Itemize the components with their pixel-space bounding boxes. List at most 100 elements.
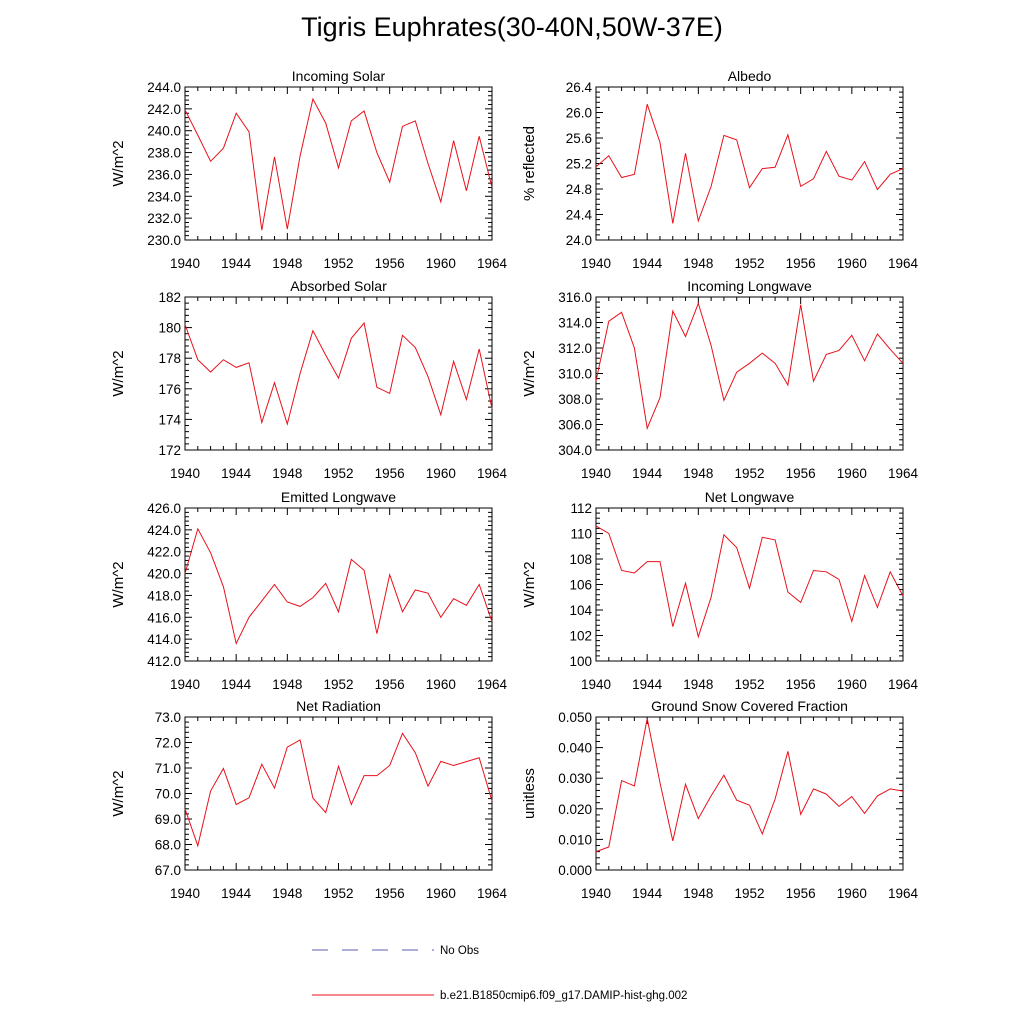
panel-title: Ground Snow Covered Fraction [651, 698, 848, 714]
x-tick-label: 1944 [221, 677, 252, 692]
y-tick-label: 306.0 [558, 418, 592, 433]
plot-frame [184, 296, 493, 451]
y-tick-label: 316.0 [558, 290, 592, 305]
x-tick-label: 1944 [632, 256, 663, 271]
x-tick-label: 1940 [170, 256, 200, 271]
x-tick-label: 1956 [786, 466, 816, 481]
x-tick-label: 1964 [477, 886, 508, 901]
y-tick-label: 71.0 [155, 761, 181, 776]
y-axis-label: W/m^2 [521, 561, 538, 607]
series-line-model [595, 525, 904, 639]
y-tick-label: 72.0 [155, 736, 181, 751]
panel-title: Incoming Longwave [687, 278, 812, 294]
x-tick-label: 1952 [734, 886, 764, 901]
x-tick-label: 1944 [221, 256, 252, 271]
x-tick-label: 1964 [888, 886, 919, 901]
y-tick-label: 426.0 [147, 501, 181, 516]
series-line-model [595, 104, 904, 224]
y-tick-label: 234.0 [147, 189, 181, 204]
chart-panel-6: Net Longwave W/m^2 1940 1944 1948 1952 1956 196… [521, 489, 919, 692]
y-tick-label: 178 [158, 351, 181, 366]
panel-title: Emitted Longwave [281, 489, 396, 505]
x-tick-label: 1960 [426, 886, 456, 901]
x-tick-label: 1960 [837, 886, 867, 901]
chart-panel-7: Net Radiation W/m^2 1940 1944 1948 1952 1956 19… [110, 698, 508, 901]
y-tick-label: 308.0 [558, 392, 592, 407]
x-tick-label: 1944 [632, 466, 663, 481]
x-tick-label: 1940 [170, 886, 200, 901]
x-tick-label: 1940 [170, 466, 200, 481]
y-tick-label: 412.0 [147, 654, 181, 669]
y-tick-label: 104 [569, 603, 592, 618]
y-tick-label: 70.0 [155, 787, 181, 802]
y-tick-label: 0.000 [558, 863, 592, 878]
y-tick-label: 310.0 [558, 367, 592, 382]
plot-frame [595, 507, 904, 662]
x-tick-label: 1964 [888, 256, 919, 271]
x-tick-label: 1948 [683, 466, 713, 481]
y-tick-label: 230.0 [147, 233, 181, 248]
x-tick-label: 1960 [426, 677, 456, 692]
x-tick-label: 1964 [477, 466, 508, 481]
x-tick-label: 1952 [323, 886, 353, 901]
y-tick-label: 244.0 [147, 80, 181, 95]
x-tick-label: 1956 [375, 466, 405, 481]
x-tick-label: 1940 [581, 677, 611, 692]
x-tick-label: 1952 [734, 677, 764, 692]
y-axis-label: W/m^2 [110, 770, 127, 816]
x-tick-label: 1956 [786, 886, 816, 901]
y-axis-label: W/m^2 [521, 350, 538, 396]
y-tick-label: 0.040 [558, 741, 592, 756]
main-title: Tigris Euphrates(30-40N,50W-37E) [301, 12, 723, 42]
x-tick-label: 1940 [581, 256, 611, 271]
chart-panel-2: Albedo % reflected 1940 1944 1948 1952 1956 196… [521, 68, 919, 271]
y-tick-label: 236.0 [147, 167, 181, 182]
x-tick-label: 1956 [375, 886, 405, 901]
y-tick-label: 422.0 [147, 545, 181, 560]
x-tick-label: 1956 [375, 256, 405, 271]
x-tick-label: 1948 [683, 886, 713, 901]
x-tick-label: 1948 [683, 677, 713, 692]
series-line-model [184, 527, 493, 645]
y-tick-label: 304.0 [558, 443, 592, 458]
y-tick-label: 102 [569, 629, 592, 644]
y-tick-label: 73.0 [155, 710, 181, 725]
y-tick-label: 312.0 [558, 341, 592, 356]
x-tick-label: 1964 [477, 256, 508, 271]
y-axis-label: W/m^2 [110, 561, 127, 607]
x-tick-label: 1964 [477, 677, 508, 692]
y-tick-label: 420.0 [147, 567, 181, 582]
y-tick-label: 0.050 [558, 710, 592, 725]
panel-title: Incoming Solar [292, 68, 386, 84]
y-tick-label: 414.0 [147, 632, 181, 647]
y-tick-label: 24.8 [566, 182, 592, 197]
series-line-model [184, 97, 493, 231]
y-tick-label: 416.0 [147, 610, 181, 625]
y-tick-label: 69.0 [155, 812, 181, 827]
y-tick-label: 106 [569, 578, 592, 593]
panel-title: Absorbed Solar [290, 278, 387, 294]
x-tick-label: 1952 [734, 256, 764, 271]
x-tick-label: 1952 [323, 466, 353, 481]
x-tick-label: 1944 [632, 886, 663, 901]
x-tick-label: 1948 [272, 256, 302, 271]
y-tick-label: 174 [158, 412, 181, 427]
y-tick-label: 26.0 [566, 106, 592, 121]
y-tick-label: 67.0 [155, 863, 181, 878]
y-tick-label: 232.0 [147, 211, 181, 226]
x-tick-label: 1940 [170, 677, 200, 692]
chart-panel-3: Absorbed Solar W/m^2 1940 1944 1948 1952 1956 1… [110, 278, 508, 481]
x-tick-label: 1960 [426, 466, 456, 481]
plot-frame [184, 86, 493, 241]
y-tick-label: 110 [570, 527, 592, 542]
x-tick-label: 1960 [837, 256, 867, 271]
x-tick-label: 1952 [734, 466, 764, 481]
legend-label-obs: No Obs [440, 945, 479, 957]
y-tick-label: 240.0 [147, 124, 181, 139]
x-tick-label: 1944 [632, 677, 663, 692]
y-tick-label: 314.0 [558, 316, 592, 331]
y-tick-label: 172 [158, 443, 181, 458]
x-tick-label: 1944 [221, 466, 252, 481]
y-tick-label: 176 [158, 382, 181, 397]
